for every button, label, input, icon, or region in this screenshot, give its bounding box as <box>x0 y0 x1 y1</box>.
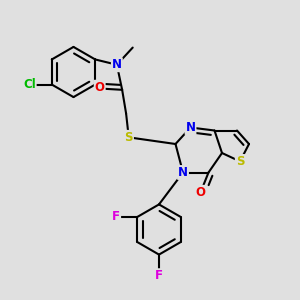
Text: N: N <box>178 166 188 179</box>
Text: O: O <box>95 81 105 94</box>
Text: N: N <box>185 121 196 134</box>
Text: Cl: Cl <box>23 78 36 91</box>
Text: F: F <box>112 211 120 224</box>
Text: S: S <box>236 155 244 168</box>
Text: F: F <box>155 269 163 282</box>
Text: S: S <box>124 131 133 144</box>
Text: O: O <box>196 186 206 199</box>
Text: N: N <box>112 58 122 71</box>
